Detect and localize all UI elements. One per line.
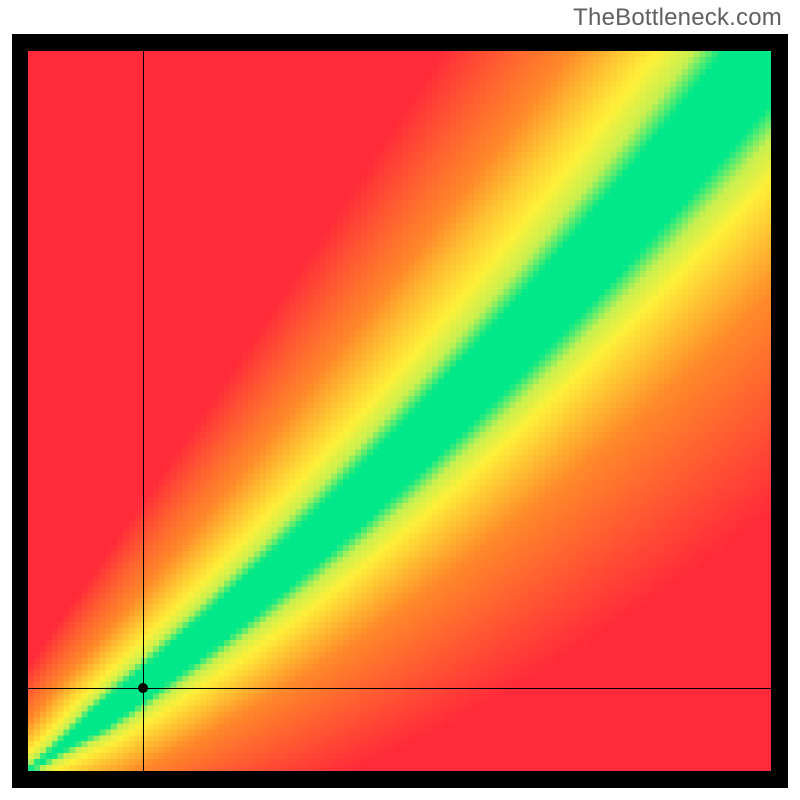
watermark-text: TheBottleneck.com [573,4,782,32]
heatmap-plot [28,51,771,771]
chart-frame [12,34,788,788]
crosshair-vertical [143,51,144,771]
crosshair-marker [138,683,148,693]
heatmap-canvas [28,51,771,771]
